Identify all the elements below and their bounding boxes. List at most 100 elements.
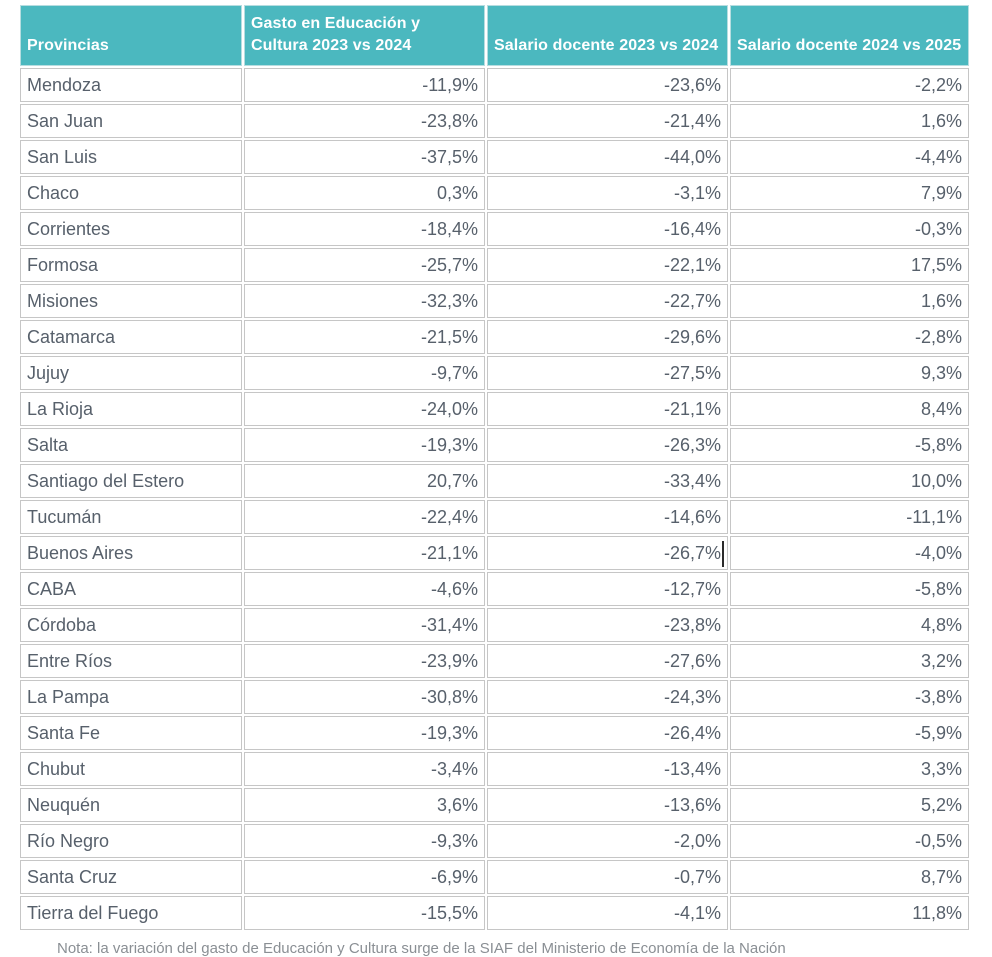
value-cell[interactable]: -19,3% [244, 428, 485, 462]
value-cell[interactable]: -18,4% [244, 212, 485, 246]
province-cell[interactable]: Chubut [20, 752, 242, 786]
value-cell[interactable]: -37,5% [244, 140, 485, 174]
value-cell[interactable]: 1,6% [730, 104, 969, 138]
province-cell[interactable]: Salta [20, 428, 242, 462]
value-cell[interactable]: -9,3% [244, 824, 485, 858]
province-cell[interactable]: Jujuy [20, 356, 242, 390]
value-cell[interactable]: -27,6% [487, 644, 728, 678]
value-cell[interactable]: -0,3% [730, 212, 969, 246]
value-cell[interactable]: -19,3% [244, 716, 485, 750]
column-header-0[interactable]: Provincias [20, 5, 242, 66]
value-cell[interactable]: -23,8% [487, 608, 728, 642]
value-cell[interactable]: -22,4% [244, 500, 485, 534]
province-cell[interactable]: Buenos Aires [20, 536, 242, 570]
column-header-2[interactable]: Salario docente 2023 vs 2024 [487, 5, 728, 66]
value-cell[interactable]: -9,7% [244, 356, 485, 390]
value-cell[interactable]: -6,9% [244, 860, 485, 894]
value-cell[interactable]: -4,4% [730, 140, 969, 174]
value-cell[interactable]: 5,2% [730, 788, 969, 822]
value-cell[interactable]: -30,8% [244, 680, 485, 714]
value-cell[interactable]: -23,8% [244, 104, 485, 138]
value-cell[interactable]: -2,0% [487, 824, 728, 858]
value-cell[interactable]: 9,3% [730, 356, 969, 390]
value-cell[interactable]: -3,1% [487, 176, 728, 210]
value-cell[interactable]: 8,7% [730, 860, 969, 894]
value-cell[interactable]: 17,5% [730, 248, 969, 282]
value-cell[interactable]: -15,5% [244, 896, 485, 930]
value-cell[interactable]: -4,1% [487, 896, 728, 930]
value-cell[interactable]: -2,8% [730, 320, 969, 354]
value-cell[interactable]: -3,4% [244, 752, 485, 786]
value-cell[interactable]: -26,3% [487, 428, 728, 462]
province-cell[interactable]: La Rioja [20, 392, 242, 426]
value-cell[interactable]: 4,8% [730, 608, 969, 642]
value-cell[interactable]: -26,7% [487, 536, 728, 570]
province-cell[interactable]: Río Negro [20, 824, 242, 858]
province-cell[interactable]: Santa Cruz [20, 860, 242, 894]
province-cell[interactable]: Catamarca [20, 320, 242, 354]
value-cell[interactable]: -2,2% [730, 68, 969, 102]
value-cell[interactable]: -14,6% [487, 500, 728, 534]
column-header-3[interactable]: Salario docente 2024 vs 2025 [730, 5, 969, 66]
province-cell[interactable]: Neuquén [20, 788, 242, 822]
value-cell[interactable]: -44,0% [487, 140, 728, 174]
value-cell[interactable]: -23,9% [244, 644, 485, 678]
province-cell[interactable]: Tierra del Fuego [20, 896, 242, 930]
value-cell[interactable]: -13,6% [487, 788, 728, 822]
value-cell[interactable]: 11,8% [730, 896, 969, 930]
value-cell[interactable]: -21,1% [244, 536, 485, 570]
value-cell[interactable]: -13,4% [487, 752, 728, 786]
value-cell[interactable]: -33,4% [487, 464, 728, 498]
value-cell[interactable]: -11,9% [244, 68, 485, 102]
value-cell[interactable]: -12,7% [487, 572, 728, 606]
province-cell[interactable]: Santiago del Estero [20, 464, 242, 498]
province-cell[interactable]: Tucumán [20, 500, 242, 534]
province-cell[interactable]: Chaco [20, 176, 242, 210]
value-cell[interactable]: 7,9% [730, 176, 969, 210]
value-cell[interactable]: 3,6% [244, 788, 485, 822]
value-cell[interactable]: -24,3% [487, 680, 728, 714]
value-cell[interactable]: 1,6% [730, 284, 969, 318]
value-cell[interactable]: 8,4% [730, 392, 969, 426]
value-cell[interactable]: -27,5% [487, 356, 728, 390]
value-cell[interactable]: -0,5% [730, 824, 969, 858]
value-cell[interactable]: -21,4% [487, 104, 728, 138]
value-cell[interactable]: -25,7% [244, 248, 485, 282]
value-cell[interactable]: -16,4% [487, 212, 728, 246]
province-cell[interactable]: Santa Fe [20, 716, 242, 750]
province-cell[interactable]: San Luis [20, 140, 242, 174]
value-cell[interactable]: -23,6% [487, 68, 728, 102]
value-cell[interactable]: -11,1% [730, 500, 969, 534]
province-cell[interactable]: Misiones [20, 284, 242, 318]
value-cell[interactable]: -26,4% [487, 716, 728, 750]
value-cell[interactable]: -29,6% [487, 320, 728, 354]
value-cell[interactable]: 20,7% [244, 464, 485, 498]
province-cell[interactable]: San Juan [20, 104, 242, 138]
province-cell[interactable]: Córdoba [20, 608, 242, 642]
value-cell[interactable]: 10,0% [730, 464, 969, 498]
value-cell[interactable]: -22,1% [487, 248, 728, 282]
value-cell[interactable]: -5,9% [730, 716, 969, 750]
value-cell[interactable]: 3,2% [730, 644, 969, 678]
value-cell[interactable]: -5,8% [730, 428, 969, 462]
value-cell[interactable]: 0,3% [244, 176, 485, 210]
value-cell[interactable]: -24,0% [244, 392, 485, 426]
province-cell[interactable]: La Pampa [20, 680, 242, 714]
province-cell[interactable]: Mendoza [20, 68, 242, 102]
value-cell[interactable]: -3,8% [730, 680, 969, 714]
province-cell[interactable]: Formosa [20, 248, 242, 282]
value-cell[interactable]: -21,5% [244, 320, 485, 354]
value-cell[interactable]: 3,3% [730, 752, 969, 786]
value-cell[interactable]: -5,8% [730, 572, 969, 606]
value-cell[interactable]: -31,4% [244, 608, 485, 642]
value-cell[interactable]: -4,6% [244, 572, 485, 606]
value-cell[interactable]: -32,3% [244, 284, 485, 318]
value-cell[interactable]: -4,0% [730, 536, 969, 570]
province-cell[interactable]: Entre Ríos [20, 644, 242, 678]
column-header-1[interactable]: Gasto en Educación y Cultura 2023 vs 202… [244, 5, 485, 66]
value-cell[interactable]: -0,7% [487, 860, 728, 894]
value-cell[interactable]: -21,1% [487, 392, 728, 426]
province-cell[interactable]: CABA [20, 572, 242, 606]
province-cell[interactable]: Corrientes [20, 212, 242, 246]
value-cell[interactable]: -22,7% [487, 284, 728, 318]
